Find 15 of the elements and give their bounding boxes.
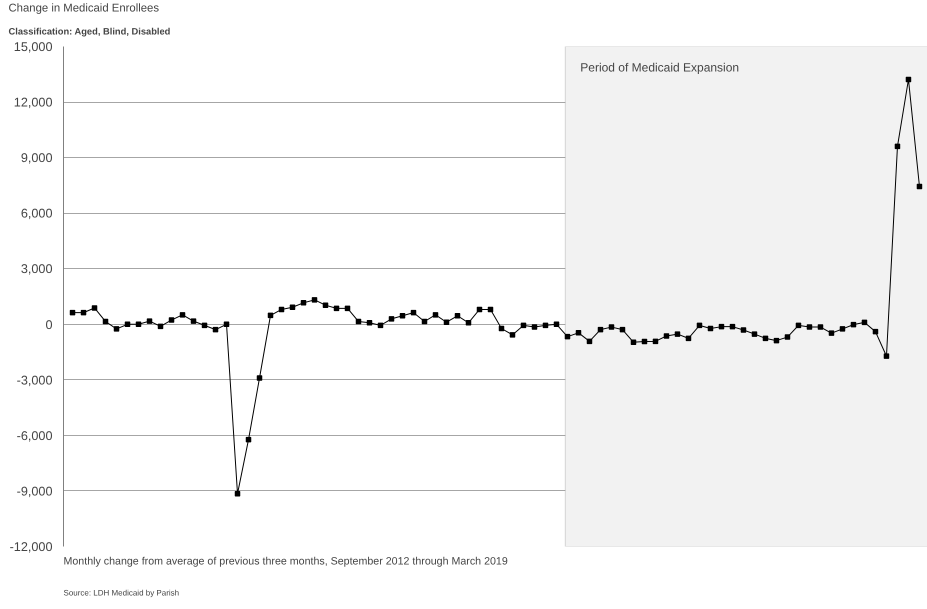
y-tick-label: 9,000 [20,151,52,166]
y-tick-label: 6,000 [20,206,52,221]
y-tick-label: -3,000 [16,373,53,388]
y-tick-label: 12,000 [14,96,53,110]
y-tick-label: 3,000 [20,262,52,276]
y-tick-label: -9,000 [16,484,53,498]
source-note: Source: LDH Medicaid by Parish [64,588,180,598]
chart-subtitle: Classification: Aged, Blind, Disabled [8,26,171,36]
chart-title: Change in Medicaid Enrollees [8,2,160,14]
y-tick-label: 0 [45,318,53,332]
y-tick-label: -12,000 [10,540,53,554]
annotation: Period of Medicaid Expansion [580,60,740,74]
text: Monthly change from average of previous three months, September 2012 through March 2019 [64,556,508,568]
y-tick-label: -6,000 [16,428,53,443]
y-tick-label: 15,000 [14,40,53,54]
